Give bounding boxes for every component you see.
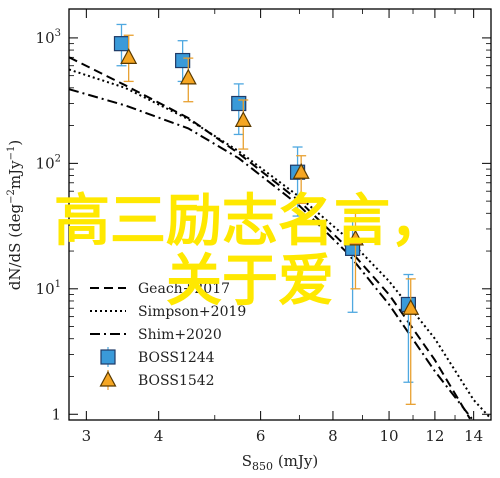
data-point-triangle [292, 162, 310, 179]
y-axis-title-sup: −2 [6, 189, 17, 204]
x-tick-label: 14 [464, 427, 483, 445]
y-tick-exponent: 1 [55, 279, 61, 290]
y-axis-title-tail: mJy [6, 160, 24, 189]
legend-swatch-triangle [99, 370, 117, 387]
data-points [113, 23, 420, 405]
x-tick-label: 3 [82, 427, 92, 445]
legend-swatch-square [100, 349, 116, 365]
y-tick-label: 101 [36, 279, 61, 298]
series-line-0 [69, 56, 471, 420]
x-tick-label: 6 [256, 427, 266, 445]
data-point-triangle [402, 298, 420, 315]
y-tick-base: 10 [36, 280, 55, 298]
data-point-triangle [346, 229, 364, 246]
y-tick-exponent: 2 [55, 153, 61, 164]
legend-label: BOSS1542 [138, 373, 215, 389]
x-axis-title-unit: (mJy) [273, 452, 318, 470]
data-point-square [113, 36, 130, 52]
legend-label: BOSS1244 [138, 350, 215, 366]
overlay-line-2: 关于爱 [166, 249, 334, 314]
legend-label: Shim+2020 [138, 327, 222, 343]
y-tick-label: 1 [51, 405, 61, 423]
y-axis-title: dN/dS (deg−2mJy−1) [6, 140, 24, 290]
legend-label: Simpson+2019 [138, 304, 246, 320]
data-point-square [175, 52, 191, 69]
plot-frame [68, 8, 492, 421]
series-line-2 [69, 88, 473, 420]
x-tick-label: 8 [328, 427, 338, 445]
x-axis-title-main: S [242, 452, 252, 470]
y-axis-title-sup2: −1 [6, 146, 17, 161]
x-axis-title: S850 (mJy) [242, 452, 318, 473]
data-point-triangle [120, 48, 138, 64]
data-point-triangle [179, 68, 197, 85]
legend: Geach+2017 Simpson+2019 Shim+2020 BOSS1244 B… [90, 281, 246, 390]
model-curves [69, 56, 491, 420]
y-tick-label: 102 [36, 153, 61, 172]
x-tick-label: 4 [154, 427, 164, 445]
y-tick-base: 10 [36, 154, 55, 172]
tick-layer [69, 9, 492, 420]
y-tick-base: 1 [51, 405, 61, 423]
overlay-line-1: 高三励志名言， [54, 189, 446, 254]
y-axis-title-main: dN/dS (deg [6, 203, 24, 290]
x-tick-label: 10 [380, 427, 399, 445]
data-point-triangle [234, 111, 252, 128]
y-axis-title-end: ) [6, 140, 24, 146]
x-axis-title-sub: 850 [252, 460, 273, 473]
legend-label: Geach+2017 [138, 281, 230, 297]
y-tick-base: 10 [36, 29, 55, 47]
y-tick-exponent: 3 [55, 28, 61, 39]
y-tick-label: 103 [36, 28, 61, 47]
x-tick-label: 12 [425, 427, 444, 445]
